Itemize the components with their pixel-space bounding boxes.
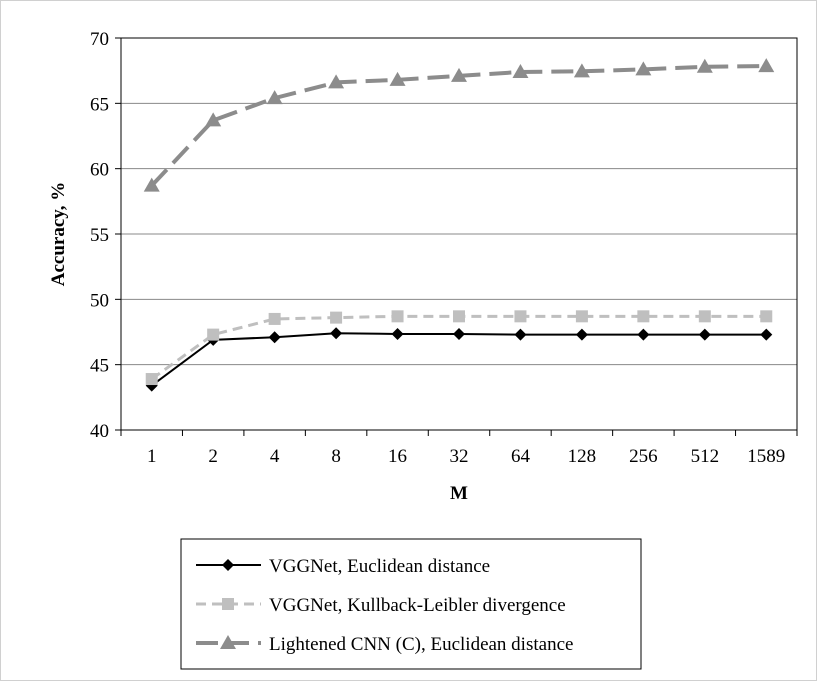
series-1 [145, 310, 773, 386]
series-1-point-6 [514, 310, 527, 323]
series-1-point-0 [145, 373, 158, 386]
series-0-point-7 [575, 328, 588, 341]
series-2-point-3 [328, 74, 345, 89]
series-2-line [150, 64, 767, 188]
x-tick-label-1: 2 [208, 446, 218, 467]
series-0-point-2 [268, 331, 281, 344]
x-tick-label-10: 1589 [747, 446, 785, 467]
series-0-point-4 [391, 327, 404, 340]
legend-entry-2: Lightened CNN (C), Euclidean distance [196, 634, 573, 655]
series-0-point-5 [453, 327, 465, 340]
series-2-point-4 [389, 71, 406, 86]
series-1-point-1 [207, 328, 220, 341]
series-0-point-9 [698, 328, 711, 341]
series-1-point-9 [698, 310, 711, 323]
series-1-point-10 [760, 310, 773, 323]
x-tick-label-0: 1 [147, 446, 157, 467]
y-tick-label-0: 40 [90, 421, 109, 442]
series-1-point-3 [330, 311, 343, 324]
series-0-point-8 [637, 328, 650, 341]
x-tick-label-6: 64 [511, 446, 531, 467]
series-2-point-1 [205, 112, 222, 127]
x-tick-label-9: 512 [691, 446, 720, 467]
series-2-point-2 [266, 90, 283, 105]
series-2-point-10 [758, 58, 775, 73]
legend-entry-1: VGGNet, Kullback-Leibler divergence [196, 595, 566, 616]
x-axis-ticks: 1 2 4 8 16 32 64 128 256 512 1589 [120, 430, 798, 467]
series-1-point-5 [453, 310, 465, 323]
series-0-point-10 [760, 328, 773, 341]
legend-label-1: VGGNet, Kullback-Leibler divergence [269, 595, 566, 616]
series-0-point-3 [330, 327, 343, 340]
y-axis-ticks: 40 45 50 55 60 65 70 [90, 29, 121, 442]
legend-swatch-marker-2 [220, 635, 236, 649]
y-tick-label-1: 45 [90, 356, 109, 377]
x-tick-label-4: 16 [388, 446, 407, 467]
series-1-point-8 [637, 310, 650, 323]
series-0-line [151, 332, 767, 387]
series-2-point-0 [143, 177, 160, 192]
x-tick-label-2: 4 [270, 446, 280, 467]
series-2-point-8 [635, 61, 652, 76]
series-layer [143, 58, 775, 392]
y-tick-label-4: 60 [90, 160, 109, 181]
y-tick-label-5: 65 [90, 94, 109, 115]
y-tick-label-6: 70 [90, 29, 109, 50]
series-2-point-7 [573, 63, 590, 78]
x-tick-label-7: 128 [568, 446, 597, 467]
y-tick-label-3: 55 [90, 225, 109, 246]
legend-swatch-marker-1 [222, 598, 234, 610]
legend: VGGNet, Euclidean distance VGGNet, Kullba… [180, 538, 642, 670]
series-1-line [150, 314, 767, 381]
series-1-point-4 [391, 310, 404, 323]
series-1-point-2 [268, 312, 281, 325]
y-axis-title: Accuracy, % [48, 182, 69, 286]
x-tick-label-3: 8 [331, 446, 341, 467]
x-axis-title: M [450, 483, 468, 504]
legend-entry-0: VGGNet, Euclidean distance [196, 556, 490, 577]
series-2-point-5 [451, 67, 467, 82]
series-0-point-6 [514, 328, 527, 341]
legend-box [180, 538, 642, 670]
y-tick-label-2: 50 [90, 290, 109, 311]
legend-swatch-marker-0 [222, 559, 234, 571]
x-tick-label-5: 32 [450, 446, 469, 467]
gridlines [121, 102, 797, 366]
series-2-point-6 [512, 63, 529, 78]
legend-label-2: Lightened CNN (C), Euclidean distance [269, 634, 573, 655]
series-2 [143, 58, 775, 192]
series-1-point-7 [575, 310, 588, 323]
series-2-point-9 [696, 58, 713, 73]
series-0 [145, 327, 773, 392]
legend-label-0: VGGNet, Euclidean distance [269, 556, 490, 577]
x-tick-label-8: 256 [629, 446, 658, 467]
